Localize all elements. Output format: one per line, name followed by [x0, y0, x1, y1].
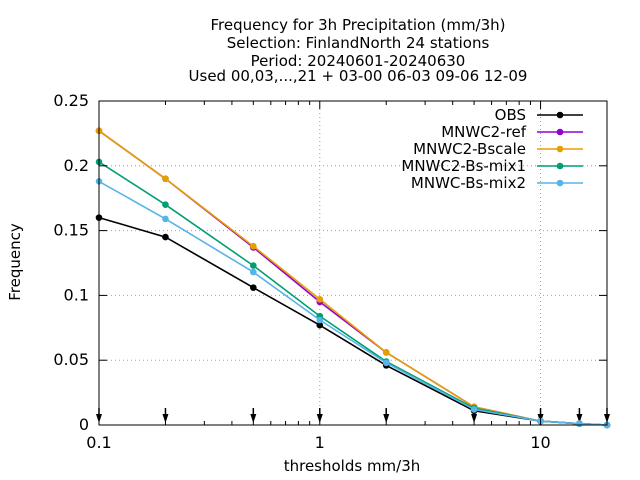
y-tick-label: 0.05: [53, 350, 89, 369]
legend-marker-0: [556, 111, 564, 119]
threshold-marker-arrow: [383, 414, 390, 423]
y-tick-label: 0.15: [53, 221, 89, 240]
series-line-1: [98, 130, 608, 426]
threshold-markers: [96, 408, 610, 423]
y-tick-label: 0: [79, 415, 89, 434]
legend-marker-4: [556, 179, 564, 187]
series-point-4: [250, 268, 257, 276]
series-group: [95, 127, 611, 429]
y-axis-label: Frequency: [6, 223, 24, 301]
series-point-0: [250, 284, 257, 291]
threshold-marker-arrow: [576, 414, 583, 423]
series-point-2: [382, 349, 390, 356]
chart-title: Frequency for 3h Precipitation (mm/3h) S…: [189, 16, 528, 85]
title-line-1: Frequency for 3h Precipitation (mm/3h): [210, 16, 505, 34]
series-point-2: [316, 295, 324, 303]
series-point-3: [162, 201, 169, 208]
legend: OBSMNWC2-refMNWC2-BscaleMNWC2-Bs-mix1MNW…: [401, 106, 583, 192]
threshold-marker-arrow: [162, 414, 169, 423]
series-line-2: [98, 130, 608, 426]
x-tick-label: 10: [530, 433, 550, 452]
series-line-0: [98, 216, 608, 426]
series-point-0: [316, 321, 324, 329]
series-point-4: [470, 406, 478, 413]
series-point-0: [162, 233, 169, 241]
legend-marker-1: [556, 128, 564, 136]
legend-label-2: MNWC2-Bscale: [413, 140, 526, 158]
y-tick-label: 0.25: [53, 91, 89, 110]
title-line-2: Selection: FinlandNorth 24 stations: [227, 34, 490, 52]
x-tick-label: 1: [315, 433, 325, 452]
x-axis-label: thresholds mm/3h: [284, 457, 421, 475]
title-line-4: Used 00,03,...,21 + 03-00 06-03 09-06 12…: [189, 67, 528, 85]
x-tick-label: 0.1: [86, 433, 111, 452]
series-point-3: [250, 262, 257, 269]
axes-group: 0 0.05 0.1 0.15 0.2 0.25 0.1 1 10: [53, 91, 608, 452]
y-tick-label: 0.2: [64, 156, 89, 175]
grid-lines: [98, 100, 607, 426]
series-point-4: [316, 316, 324, 324]
series-line-4: [98, 180, 608, 426]
series-line-3: [98, 161, 608, 426]
plot-frame: [98, 100, 608, 426]
series-point-4: [576, 420, 583, 428]
series-point-4: [382, 359, 390, 367]
legend-label-1: MNWC2-ref: [441, 123, 526, 141]
series-point-4: [162, 215, 169, 223]
legend-marker-2: [556, 145, 564, 153]
legend-label-0: OBS: [495, 106, 526, 124]
legend-label-3: MNWC2-Bs-mix1: [401, 157, 526, 175]
series-point-2: [162, 175, 169, 183]
legend-marker-3: [556, 162, 564, 170]
y-tick-label: 0.1: [64, 285, 89, 304]
threshold-marker-arrow: [471, 414, 478, 423]
threshold-marker-arrow: [250, 414, 257, 423]
legend-label-4: MNWC-Bs-mix2: [411, 174, 526, 192]
series-point-2: [250, 242, 257, 250]
title-line-3: Period: 20240601-20240630: [251, 52, 466, 70]
